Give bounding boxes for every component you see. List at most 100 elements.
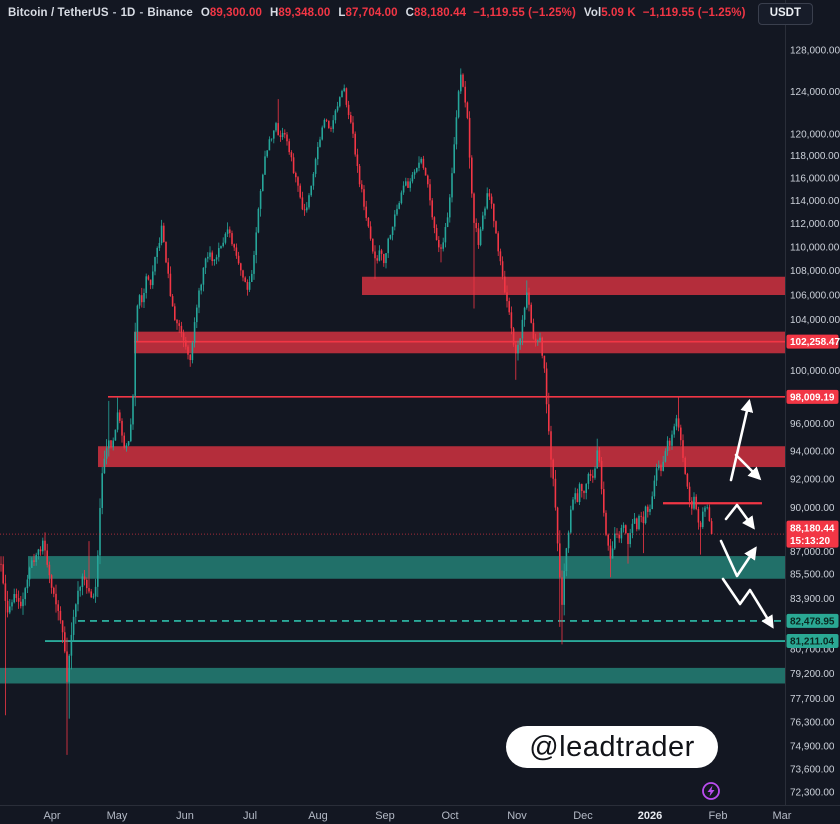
candle — [134, 322, 136, 407]
candle — [15, 588, 18, 602]
exchange-name[interactable]: Binance — [147, 7, 193, 19]
candle — [97, 550, 99, 598]
supply-zone-107k[interactable] — [362, 276, 785, 295]
arrow-up-to-98k[interactable] — [729, 398, 754, 482]
candle — [169, 266, 172, 297]
candle — [24, 586, 26, 606]
interval-label[interactable]: 1D — [120, 7, 136, 19]
candle — [270, 138, 273, 142]
arrow-bounce-up-86k[interactable] — [719, 539, 757, 578]
volume-value: Vol5.09 K — [584, 7, 636, 19]
candle — [488, 189, 491, 200]
candle — [178, 319, 180, 334]
candle — [594, 466, 596, 480]
price-tick: 116,000.00 — [790, 173, 840, 184]
candle — [596, 438, 598, 469]
candle — [53, 586, 55, 598]
month-tick: Apr — [43, 810, 60, 822]
candle — [416, 167, 418, 174]
candle — [13, 588, 15, 604]
candle — [295, 171, 297, 183]
close-number: 88,180.44 — [414, 7, 467, 19]
candle — [189, 353, 191, 367]
supply-zone-94k[interactable] — [98, 446, 785, 468]
candle — [530, 302, 532, 324]
candle — [35, 552, 37, 566]
candle — [347, 100, 350, 120]
candle — [431, 198, 433, 220]
candle — [198, 287, 200, 314]
watermark-badge: @leadtrader — [506, 726, 718, 768]
candle — [677, 396, 680, 432]
price-tick: 108,000.00 — [790, 266, 840, 277]
candle — [308, 193, 310, 210]
legend-separator: - — [139, 7, 144, 19]
close-value: C88,180.44 — [406, 7, 466, 19]
candle — [310, 185, 312, 197]
drawing-zones[interactable] — [0, 276, 785, 684]
currency-toggle-button[interactable]: USDT — [757, 3, 813, 25]
candle — [383, 253, 385, 267]
candle — [297, 175, 299, 192]
candle — [598, 447, 601, 463]
candle — [226, 222, 229, 237]
candle — [493, 203, 495, 228]
candle — [537, 339, 539, 346]
candle — [482, 211, 484, 232]
month-tick: Dec — [573, 810, 593, 822]
candle — [464, 81, 466, 108]
candle — [653, 475, 656, 500]
price-tick: 110,000.00 — [790, 242, 840, 253]
candle — [64, 626, 66, 654]
candle — [440, 244, 442, 263]
price-tick: 104,000.00 — [790, 315, 840, 326]
candle — [275, 121, 277, 133]
candle — [273, 130, 275, 144]
arrow-down-from-94k[interactable] — [734, 453, 762, 481]
candle — [501, 256, 504, 280]
candle — [475, 218, 477, 233]
candle — [398, 201, 400, 210]
candle — [213, 259, 216, 266]
drawing-arrows[interactable] — [719, 398, 774, 629]
price-tick: 74,900.00 — [790, 742, 835, 753]
candle — [339, 96, 341, 108]
lightning-icon[interactable] — [702, 782, 720, 800]
candle — [2, 556, 4, 585]
month-tick: Jul — [243, 810, 257, 822]
price-tick: 96,000.00 — [790, 419, 835, 430]
candle — [323, 118, 326, 129]
candle — [59, 606, 62, 624]
candle — [589, 469, 592, 481]
candle — [163, 222, 165, 243]
candle — [644, 505, 647, 525]
candle — [627, 533, 629, 564]
candle — [259, 189, 262, 217]
arrow-peak-down-90k[interactable] — [724, 503, 755, 530]
candle — [673, 423, 675, 438]
price-axis[interactable]: 128,000.00 124,000.00 120,000.00 118,000.00… — [790, 46, 840, 799]
open-letter: O — [200, 7, 210, 19]
arrow-zigzag-down-82k[interactable] — [721, 577, 774, 629]
time-axis[interactable]: Apr May Jun Jul Aug Sep Oct Nov Dec 2026 Feb Mar — [43, 810, 791, 822]
candle — [286, 132, 288, 146]
candle — [143, 288, 145, 309]
demand-zone-86k[interactable] — [28, 556, 785, 579]
candle — [358, 164, 361, 188]
symbol-name[interactable]: Bitcoin / TetherUS — [8, 7, 109, 19]
support-dashed-82k-label — [786, 613, 839, 628]
candle — [160, 219, 163, 246]
candle — [46, 543, 48, 568]
candle — [466, 101, 469, 120]
candle — [565, 547, 568, 577]
drawing-levels[interactable] — [45, 396, 785, 642]
candle — [123, 432, 125, 450]
price-tick: 94,000.00 — [790, 447, 835, 458]
candle — [301, 191, 304, 211]
candle — [688, 482, 691, 508]
candle — [303, 203, 306, 216]
candle — [600, 457, 603, 495]
demand-zone-79k[interactable] — [0, 667, 785, 684]
